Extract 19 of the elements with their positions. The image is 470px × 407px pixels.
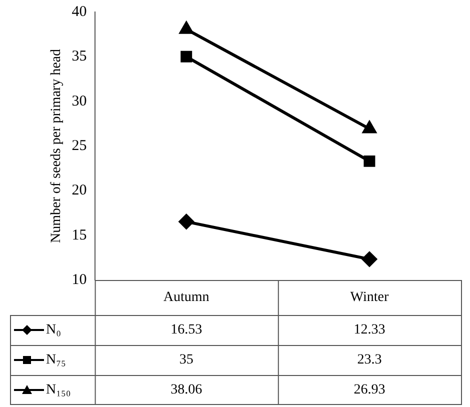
legend-label: N₀ — [46, 322, 62, 338]
y-tick-label: 30 — [72, 93, 87, 110]
data-label: 23.3 — [357, 352, 382, 368]
y-tick-label: 35 — [72, 48, 87, 65]
x-tick-label: Autumn — [163, 290, 210, 306]
data-label: 26.93 — [354, 382, 386, 398]
data-label: 16.53 — [170, 322, 202, 338]
y-tick-label: 25 — [72, 138, 87, 154]
legend-label: N₇₅ — [46, 352, 66, 368]
y-tick-label: 10 — [72, 272, 87, 288]
y-tick-label: 20 — [72, 182, 87, 199]
data-label: 12.33 — [354, 322, 386, 338]
legend-label: N₁₅₀ — [46, 382, 71, 398]
data-label: 38.06 — [170, 382, 202, 398]
y-tick-label: 15 — [72, 227, 87, 244]
y-axis-title: Number of seeds per primary head — [49, 49, 64, 243]
data-label: 35 — [179, 352, 194, 368]
y-tick-label: 40 — [72, 4, 87, 20]
x-tick-label: Winter — [350, 290, 389, 306]
